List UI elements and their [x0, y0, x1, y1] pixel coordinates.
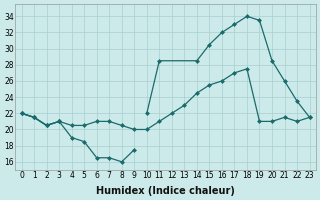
- X-axis label: Humidex (Indice chaleur): Humidex (Indice chaleur): [96, 186, 235, 196]
